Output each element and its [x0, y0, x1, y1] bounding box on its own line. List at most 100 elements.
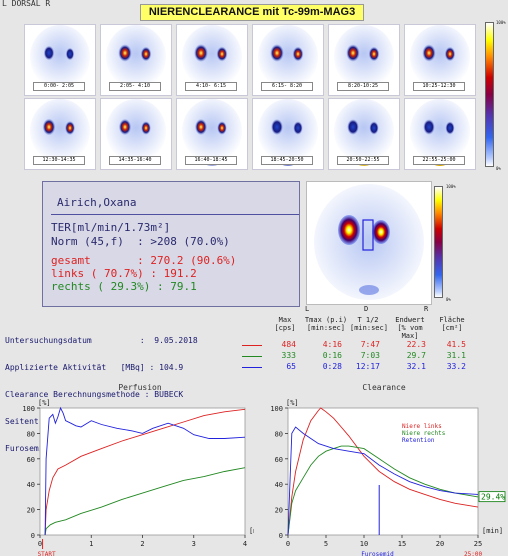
series-line-0 — [287, 407, 479, 536]
scan-frame: 6:15- 8:20 — [252, 24, 324, 96]
x-tick-label: 5 — [324, 540, 328, 548]
scan-frame: 12:30-14:35 — [24, 98, 96, 170]
page-title: NIERENCLEARANCE mit Tc-99m-MAG3 — [140, 4, 364, 21]
table-header-unit: [min:sec] — [307, 324, 345, 332]
table-header-unit: [min:sec] — [350, 324, 388, 332]
patient-name: Airich,Oxana — [57, 196, 137, 209]
frame-time-label: 4:10- 6:15 — [185, 82, 237, 91]
y-axis-label: [%] — [286, 399, 299, 407]
table-header: Tmax (p.i) [min:sec] — [304, 316, 348, 332]
info-line: Untersuchungsdatum : 9.05.2018 — [5, 336, 198, 345]
legend-entry: Niere links — [402, 423, 442, 430]
frame-time-label: 16:40-18:45 — [185, 156, 237, 165]
scan-frame: 0:00- 2:05 — [24, 24, 96, 96]
frame-time-label: 20:50-22:55 — [337, 156, 389, 165]
label-l: L — [305, 305, 310, 313]
plot-area — [287, 407, 479, 536]
legend-swatch — [242, 367, 262, 368]
y-tick-label: 60 — [27, 456, 35, 464]
y-tick-label: 60 — [275, 456, 283, 464]
y-tick-label: 20 — [27, 507, 35, 515]
frame-time-label: 14:35-16:40 — [109, 156, 161, 165]
clearance-chart: 0 20 40 60 80 100 0 5 10 15 20 25 [%] [min] Niere link… — [270, 399, 506, 556]
table-cell: 65 — [286, 362, 296, 371]
x-tick-label: 10 — [360, 540, 368, 548]
legend-swatch — [242, 345, 262, 346]
scan-frame: 20:50-22:55 — [328, 98, 400, 170]
table-header-top: Max — [278, 316, 292, 324]
y-tick-label: 20 — [275, 507, 283, 515]
x-axis-label: [min] — [482, 527, 503, 535]
info-line: Applizierte Aktivität [MBq] : 104.9 — [5, 363, 184, 372]
frame-time-label: 12:30-14:35 — [33, 156, 85, 165]
start-label: START — [38, 551, 56, 556]
table-cell: 4:16 — [322, 340, 342, 349]
table-header: T 1/2 [min:sec] — [350, 316, 388, 332]
x-tick-label: 4 — [243, 540, 247, 548]
table-header-top: Tmax (p.i) — [304, 316, 348, 324]
scan-frame: 18:45-20:50 — [252, 98, 324, 170]
clearance-title: Clearance — [362, 383, 406, 392]
divider — [51, 214, 299, 215]
table-cell: 0:16 — [322, 351, 342, 360]
scan-frame: 14:35-16:40 — [100, 98, 172, 170]
y-tick-label: 0 — [31, 532, 35, 540]
label-d: D — [364, 305, 369, 313]
ter-label: TER[ml/min/1.73m²] — [51, 221, 171, 234]
retention-percent: 29.4% — [481, 493, 505, 502]
summary-colorbar — [434, 186, 443, 298]
patient-panel: Airich,Oxana TER[ml/min/1.73m²] Norm (45… — [42, 181, 300, 307]
x-tick-label: 1 — [89, 540, 93, 548]
table-header: Max [cps] — [268, 316, 302, 332]
retention-box — [478, 491, 506, 503]
frame-time-label: 22:55-25:00 — [413, 156, 465, 165]
scan-frame: 16:40-18:45 — [176, 98, 248, 170]
legend-swatch — [242, 356, 262, 357]
series-line-2 — [44, 406, 246, 536]
legend-entry: Retention — [402, 437, 435, 444]
plot-area — [39, 407, 246, 536]
summary-kidney-image — [306, 181, 432, 305]
gesamt-value: gesamt : 270.2 (90.6%) — [51, 254, 237, 267]
right-kidney — [372, 220, 390, 244]
scan-frame: 10:25-12:30 — [404, 24, 476, 96]
table-header: Endwert [% vom Max] — [388, 316, 432, 340]
frame-time-label: 18:45-20:50 — [261, 156, 313, 165]
y-tick-label: 40 — [27, 481, 35, 489]
x-tick-label: 0 — [38, 540, 42, 548]
y-tick-label: 80 — [27, 430, 35, 438]
legend-entry: Niere rechts — [402, 430, 446, 437]
table-header-top: Endwert — [395, 316, 425, 324]
frame-time-label: 0:00- 2:05 — [33, 82, 85, 91]
series-line-2 — [287, 426, 479, 536]
label-r: R — [424, 305, 429, 313]
links-value: links ( 70.7%) : 191.2 — [51, 267, 197, 280]
series-line-1 — [44, 467, 246, 536]
table-cell: 333 — [281, 351, 296, 360]
y-tick-label: 100 — [270, 405, 283, 413]
table-header: Fläche [cm²] — [432, 316, 472, 332]
x-tick-label: 20 — [436, 540, 444, 548]
x-tick-label: 0 — [286, 540, 290, 548]
x-tick-label: 25 — [474, 540, 482, 548]
table-header-unit: [% vom Max] — [397, 324, 423, 340]
table-cell: 41.5 — [446, 340, 466, 349]
table-header-unit: [cm²] — [441, 324, 463, 332]
table-cell: 0:28 — [322, 362, 342, 371]
info-line: Clearance Berechnungsmethode : BUBECK — [5, 390, 184, 399]
colorbar-top-label: 100% — [496, 20, 506, 25]
table-header-top: T 1/2 — [357, 316, 379, 324]
y-tick-label: 100 — [22, 405, 35, 413]
rechts-value: rechts ( 29.3%) : 79.1 — [51, 280, 197, 293]
summary-colorbar-top: 100% — [446, 184, 456, 189]
table-cell: 7:47 — [360, 340, 380, 349]
table-header-unit: [cps] — [274, 324, 296, 332]
perfusion-title: Perfusion — [118, 383, 162, 392]
x-axis-label: [min] — [249, 527, 254, 535]
scan-frame: 8:20-10:25 — [328, 24, 400, 96]
table-cell: 31.1 — [446, 351, 466, 360]
end-time-label: 25:00 — [464, 551, 482, 556]
table-cell: 22.3 — [406, 340, 426, 349]
summary-colorbar-bottom: 0% — [446, 297, 451, 302]
series-line-0 — [44, 408, 246, 536]
